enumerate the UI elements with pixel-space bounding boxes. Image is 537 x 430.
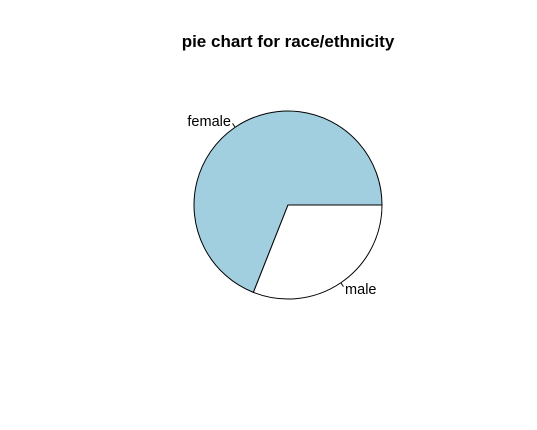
pie-slices: [193, 110, 383, 300]
pie-slice-female: [193, 110, 383, 294]
chart-title: pie chart for race/ethnicity: [182, 32, 395, 51]
pie-label-tick-female: [232, 123, 236, 128]
pie-slice-male: [252, 204, 383, 300]
pie-label-male: male: [345, 282, 376, 298]
pie-label-tick-male: [340, 282, 344, 287]
pie-label-female: female: [187, 114, 231, 130]
pie-labels: female male: [187, 114, 376, 298]
